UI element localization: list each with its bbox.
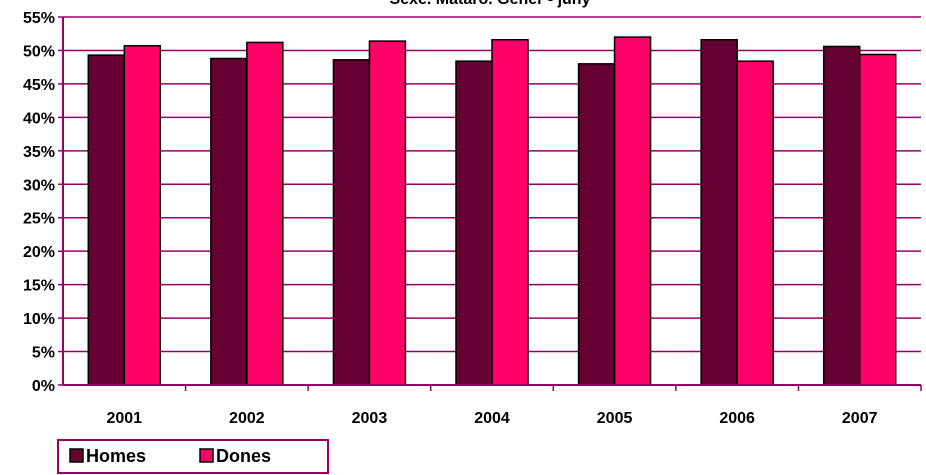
bar-dones-2005 (613, 36, 652, 386)
bar-dones-2007 (858, 53, 897, 386)
x-tick-label: 2004 (474, 410, 510, 427)
bar-homes-2007 (822, 45, 861, 386)
x-tick-label: 2006 (719, 410, 755, 427)
x-tick-label: 2001 (106, 410, 142, 427)
bar-dones-2006 (736, 60, 774, 386)
bar-dones-2001 (123, 45, 162, 386)
bar-dones-2003 (368, 40, 407, 386)
bar-dones-2004 (491, 38, 529, 386)
legend-label-dones: Dones (216, 446, 271, 466)
x-tick-label: 2002 (229, 410, 265, 427)
legend-swatch-homes (69, 448, 84, 463)
y-tick-label: 5% (32, 345, 55, 362)
bars (87, 36, 897, 386)
y-axis-ticks: 0% 5% 10% 15% 20% 25% 30% 35% 40% 45% 50% 55% (23, 10, 63, 395)
bar-homes-2006 (700, 38, 738, 386)
y-tick-label: 0% (32, 378, 55, 395)
bar-homes-2002 (210, 57, 248, 386)
y-tick-label: 50% (23, 43, 55, 60)
y-tick-label: 20% (23, 244, 55, 261)
bar-homes-2001 (87, 54, 126, 386)
x-axis-ticks: 2001 2002 2003 2004 2005 2006 2007 (106, 385, 922, 427)
y-tick-label: 45% (23, 77, 55, 94)
y-tick-label: 25% (23, 211, 55, 228)
chart-title: Sexe. Matarò. Gener - juny (390, 0, 591, 8)
bar-homes-2003 (332, 59, 371, 386)
x-tick-label: 2007 (842, 410, 878, 427)
x-tick-label: 2003 (352, 410, 388, 427)
legend-label-homes: Homes (86, 446, 146, 466)
y-tick-label: 35% (23, 144, 55, 161)
y-tick-label: 10% (23, 311, 55, 328)
legend: Homes Dones (57, 439, 329, 474)
legend-swatch-dones (199, 448, 214, 463)
y-tick-label: 55% (23, 10, 55, 27)
y-tick-label: 15% (23, 278, 55, 295)
bar-dones-2002 (246, 41, 284, 386)
y-tick-label: 30% (23, 177, 55, 194)
axes (62, 17, 921, 386)
legend-box (57, 439, 329, 474)
x-tick-label: 2005 (597, 410, 633, 427)
bar-homes-2005 (577, 63, 616, 386)
y-tick-label: 40% (23, 110, 55, 127)
bar-homes-2004 (455, 60, 493, 386)
